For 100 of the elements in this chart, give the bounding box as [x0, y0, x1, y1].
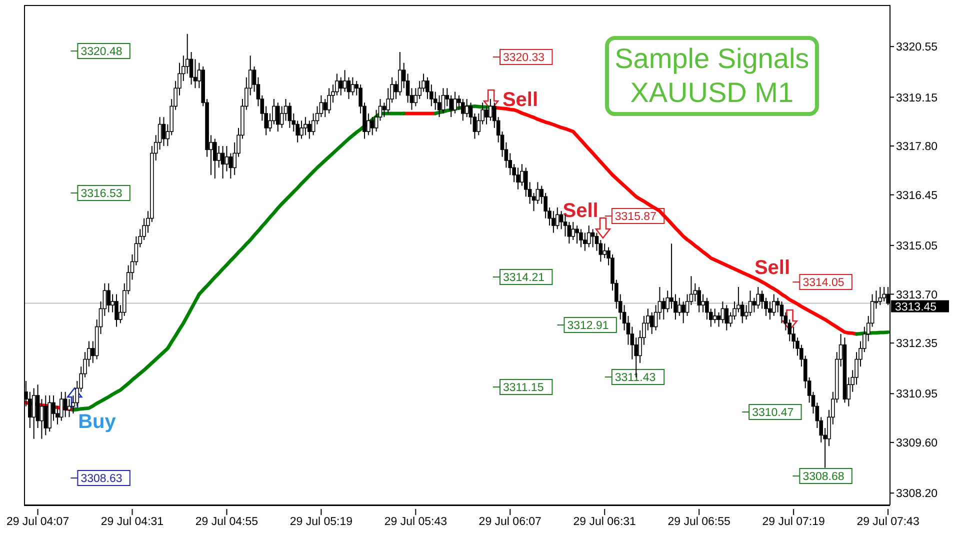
annotation: 3314.05 [802, 277, 844, 289]
y-tick-label: 3310.95 [896, 388, 938, 401]
y-tick-label: 3316.45 [896, 190, 938, 202]
candlestick [224, 146, 229, 172]
candlestick [579, 228, 583, 248]
candlestick [559, 210, 564, 230]
candlestick [583, 232, 587, 252]
candlestick [678, 297, 682, 316]
annotation: 3320.33 [503, 52, 545, 64]
candlestick [882, 286, 886, 302]
annotation: 3316.53 [80, 188, 122, 200]
candlestick [878, 286, 882, 306]
candlestick [752, 297, 756, 313]
candlestick [114, 294, 118, 328]
candlestick [590, 228, 595, 248]
candlestick [44, 394, 48, 436]
candlestick [516, 167, 520, 190]
candlestick [40, 398, 44, 440]
candlestick [716, 312, 721, 328]
candlestick [712, 308, 717, 324]
annotation: 3315.87 [614, 211, 656, 223]
y-tick-label: 3320.55 [896, 42, 938, 54]
x-tick-label: 29 Jul 07:43 [856, 516, 920, 528]
candlestick [555, 206, 560, 230]
candlestick [311, 112, 316, 136]
candlestick [63, 391, 68, 418]
y-tick-label: 3313.70 [896, 289, 938, 302]
candlestick [662, 297, 666, 320]
candlestick [776, 297, 780, 313]
candlestick [280, 106, 284, 128]
candlestick [437, 94, 442, 118]
ref-line-label: 3313.45 [895, 301, 937, 314]
candlestick [650, 312, 654, 334]
candlestick [338, 76, 343, 96]
candlestick [697, 286, 701, 313]
candlestick [323, 98, 328, 118]
annotation: 3311.43 [614, 372, 656, 384]
candlestick [398, 52, 402, 96]
x-tick-label: 29 Jul 06:07 [478, 516, 542, 528]
candlestick [276, 102, 280, 132]
candlestick [701, 294, 705, 313]
candlestick [681, 300, 686, 324]
text: XAUUSD M1 [629, 76, 795, 110]
y-tick-label: 3319.15 [896, 92, 938, 104]
candlestick [586, 225, 591, 248]
annotation: 3308.68 [802, 471, 844, 483]
candlestick [288, 102, 292, 128]
candlestick [67, 398, 72, 418]
candlestick [598, 239, 603, 262]
candlestick [216, 146, 221, 168]
candlestick [32, 388, 36, 440]
candlestick [520, 164, 524, 186]
candlestick [300, 120, 304, 140]
candlestick [342, 70, 347, 92]
annotation: Sell [562, 200, 598, 222]
candlestick [693, 282, 698, 302]
candlestick [602, 243, 607, 259]
candlestick [768, 300, 772, 320]
x-tick-label: 29 Jul 04:07 [6, 516, 70, 528]
candlestick [106, 282, 111, 313]
y-tick-label: 3309.60 [896, 438, 938, 450]
candlestick [228, 152, 233, 180]
candlestick [464, 98, 469, 118]
candlestick [756, 286, 760, 310]
candlestick [453, 91, 457, 114]
candlestick [59, 391, 64, 422]
annotation: Sell [502, 89, 538, 111]
candlestick [162, 116, 166, 146]
y-tick-label: 3308.20 [896, 488, 938, 500]
annotation: 3308.63 [80, 473, 122, 485]
candlestick [748, 290, 752, 316]
candlestick [724, 304, 729, 331]
candlestick [571, 221, 576, 240]
candlestick [307, 120, 312, 140]
x-tick-label: 29 Jul 05:43 [384, 516, 448, 528]
annotation: 3311.15 [503, 382, 544, 394]
x-tick-label: 29 Jul 07:19 [762, 516, 825, 528]
candlestick [575, 225, 579, 244]
candlestick [552, 210, 556, 234]
x-tick-label: 29 Jul 06:55 [668, 516, 730, 528]
candlestick [350, 76, 355, 96]
annotation: 3314.21 [503, 272, 545, 284]
candlestick [213, 138, 217, 180]
y-tick-label: 3315.05 [896, 240, 938, 252]
candlestick [720, 300, 725, 324]
x-tick-label: 29 Jul 06:31 [573, 516, 636, 528]
x-tick-label: 29 Jul 04:55 [195, 516, 258, 528]
candlestick [327, 88, 331, 114]
y-tick-label: 3312.35 [896, 338, 938, 350]
candlestick [488, 98, 492, 122]
candlestick [370, 116, 374, 136]
candlestick [220, 146, 225, 180]
annotation: 3310.47 [752, 407, 794, 419]
candlestick [441, 88, 446, 114]
x-tick-label: 29 Jul 05:19 [290, 516, 353, 528]
candlestick [461, 98, 465, 122]
annotation: 3320.48 [80, 46, 122, 58]
candlestick [772, 294, 776, 316]
annotation: Sell [754, 257, 790, 279]
candlestick [484, 106, 488, 125]
